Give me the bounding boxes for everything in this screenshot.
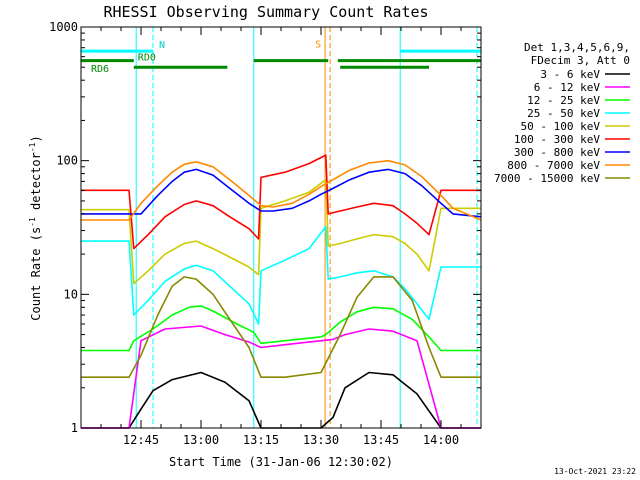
saa-label: S [315, 40, 321, 51]
series-lines [81, 154, 482, 429]
y-tick-label-1: 1 [71, 421, 78, 435]
series-50-100-kev [81, 178, 481, 285]
series-100-300-kev [81, 154, 481, 250]
x-tick-label-13-30: 13:30 [303, 433, 339, 447]
series-6-12-kev [81, 325, 481, 429]
x-tick-label-14-00: 14:00 [423, 433, 459, 447]
y-tick-label-10: 10 [64, 287, 78, 301]
legend: Det 1,3,4,5,6,9, FDecim 3, Att 0 3 - 6 k… [494, 41, 630, 185]
y-axis-label-sup2: -1 [28, 142, 37, 152]
chart-title: RHESSI Observing Summary Count Rates [103, 3, 428, 21]
y-axis-label-end: ) [29, 135, 43, 142]
x-tick-label-13-00: 13:00 [183, 433, 219, 447]
series-12-25-kev [81, 305, 481, 352]
flag-label-rd0: RD0 [138, 53, 156, 64]
legend-header-line-1: Det 1,3,4,5,6,9, [524, 41, 630, 54]
legend-label-7000-15000-kev: 7000 - 15000 keV [494, 172, 600, 185]
axis-ticks: 12:45 13:00 13:15 13:30 13:45 14:00 1 10 100 1000 [49, 20, 481, 447]
x-tick-label-12-45: 12:45 [123, 433, 159, 447]
legend-label-300-800-kev: 300 - 800 keV [514, 146, 600, 159]
legend-label-3-6-kev: 3 - 6 keV [540, 68, 600, 81]
legend-label-12-25-kev: 12 - 25 keV [527, 94, 600, 107]
y-axis-label-base: Count Rate (s [29, 227, 43, 321]
series-3-6-kev [81, 371, 481, 429]
y-axis-label-sup1: -1 [28, 217, 37, 227]
footer-timestamp: 13-Oct-2021 23:22 [554, 467, 636, 476]
legend-label-50-100-kev: 50 - 100 keV [521, 120, 601, 133]
series-7000-15000-kev [81, 276, 481, 379]
x-tick-label-13-45: 13:45 [363, 433, 399, 447]
legend-label-25-50-kev: 25 - 50 keV [527, 107, 600, 120]
legend-label-800-7000-kev: 800 - 7000 keV [507, 159, 600, 172]
y-axis-label: Count Rate (s-1 detector-1) [28, 135, 43, 320]
legend-label-6-12-kev: 6 - 12 keV [534, 81, 601, 94]
y-axis-label-mid: detector [29, 152, 43, 217]
series-800-7000-kev [81, 159, 482, 221]
series-300-800-kev [81, 168, 482, 218]
vertical-markers: S [135, 27, 478, 428]
x-axis-label: Start Time (31-Jan-06 12:30:02) [169, 455, 393, 469]
flag-label-rd6: RD6 [91, 64, 109, 75]
legend-label-100-300-kev: 100 - 300 keV [514, 133, 600, 146]
legend-header-line-2: FDecim 3, Att 0 [531, 54, 630, 67]
flag-label-n: N [159, 40, 165, 51]
y-tick-label-1000: 1000 [49, 20, 78, 34]
x-tick-label-13-15: 13:15 [243, 433, 279, 447]
y-tick-label-100: 100 [56, 154, 78, 168]
series-25-50-kev [81, 226, 481, 325]
